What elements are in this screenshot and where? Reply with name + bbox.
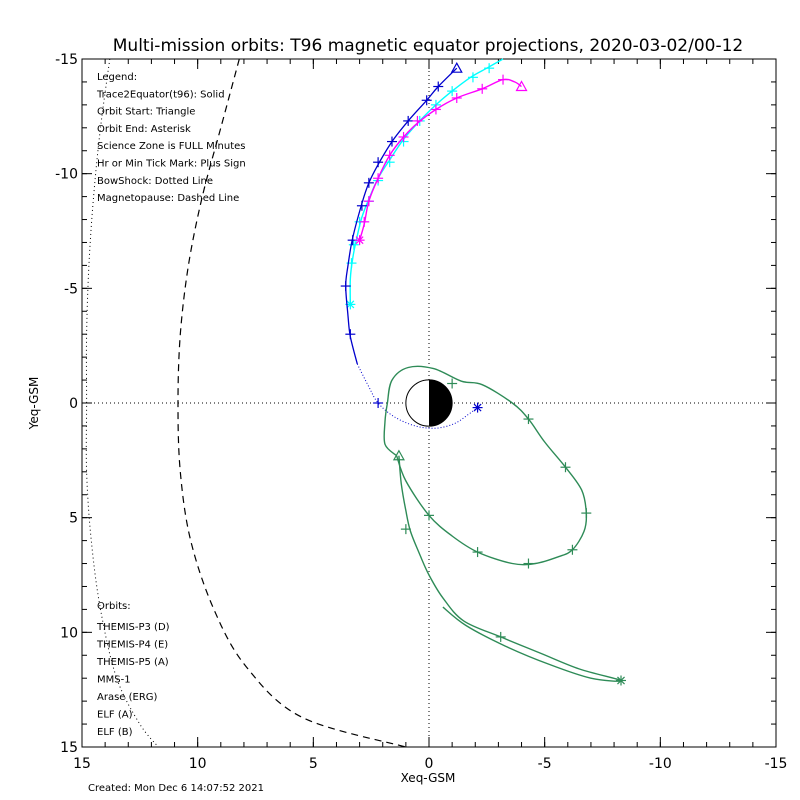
- orbit-end-asterisk: [617, 676, 625, 685]
- orbits-legend-entry: THEMIS-P5 (A): [96, 657, 169, 668]
- earth-night-side: [429, 379, 453, 427]
- x-tick-label: -5: [538, 756, 552, 772]
- orbit-start-triangle: [392, 449, 405, 461]
- legend-block: Legend: Trace2Equator(t96): Solid Orbit St…: [96, 72, 246, 204]
- orbits-legend-entry: Arase (ERG): [97, 692, 158, 703]
- orbits-legend-entry: MMS-1: [97, 675, 131, 686]
- orbit-series: [340, 58, 627, 686]
- legend-line: Science Zone is FULL Minutes: [97, 141, 246, 152]
- y-tick-label: 0: [69, 396, 78, 412]
- chart-title: Multi-mission orbits: T96 magnetic equat…: [113, 36, 744, 56]
- legend-line: BowShock: Dotted Line: [97, 176, 213, 187]
- orbit-start-triangle: [450, 61, 463, 73]
- x-tick-label: 5: [309, 756, 318, 772]
- legend-line: Magnetopause: Dashed Line: [97, 193, 239, 204]
- legend-line: Orbit End: Asterisk: [97, 124, 191, 135]
- orbits-legend: Orbits: THEMIS-P3 (D) THEMIS-P4 (E) THEMIS-…: [96, 601, 170, 738]
- orbit-line: [358, 78, 522, 241]
- y-tick-label: 5: [69, 511, 78, 527]
- x-axis-label: Xeq-GSM: [401, 771, 456, 785]
- y-tick-label: -10: [55, 167, 78, 183]
- orbit-themis-p4-e-: [340, 61, 483, 429]
- orbit-arase-erg-: [383, 365, 627, 686]
- legend-line: Legend:: [97, 72, 137, 83]
- x-tick-label: -15: [765, 756, 788, 772]
- orbits-legend-entry: ELF (A): [97, 710, 133, 721]
- x-tick-label: 15: [73, 756, 91, 772]
- orbit-end-asterisk: [355, 236, 364, 245]
- orbit-line-solid: [345, 67, 458, 365]
- orbit-themis-p5-a-: [354, 74, 528, 246]
- legend-line: Trace2Equator(t96): Solid: [96, 89, 225, 100]
- legend-line: Orbit Start: Triangle: [97, 107, 195, 118]
- x-tick-label: 0: [425, 756, 434, 772]
- y-tick-label: 15: [60, 740, 78, 756]
- y-tick-label: 10: [60, 625, 78, 641]
- orbits-legend-entry: ELF (B): [97, 727, 133, 738]
- y-tick-label: -5: [64, 281, 78, 297]
- x-tick-label: -10: [649, 756, 672, 772]
- magnetopause-line: [177, 58, 407, 748]
- earth-symbol: [405, 379, 453, 427]
- orbits-legend-entry: THEMIS-P3 (D): [96, 622, 170, 633]
- created-timestamp: Created: Mon Dec 6 14:07:52 2021: [88, 783, 264, 794]
- legend-line: Hr or Min Tick Mark: Plus Sign: [97, 159, 246, 170]
- y-tick-label: -15: [55, 52, 78, 68]
- orbit-end-asterisk: [473, 403, 482, 412]
- y-axis-ticks: -15 -10 -5 0 5 10 15: [55, 52, 776, 756]
- orbits-heading: Orbits:: [97, 601, 131, 612]
- orbit-start-triangle: [515, 80, 528, 92]
- orbits-legend-entry: THEMIS-P4 (E): [96, 640, 168, 651]
- orbit-line: [398, 455, 622, 682]
- x-tick-label: 10: [189, 756, 207, 772]
- y-axis-label: Yeq-GSM: [27, 377, 41, 431]
- orbit-end-asterisk: [346, 300, 355, 309]
